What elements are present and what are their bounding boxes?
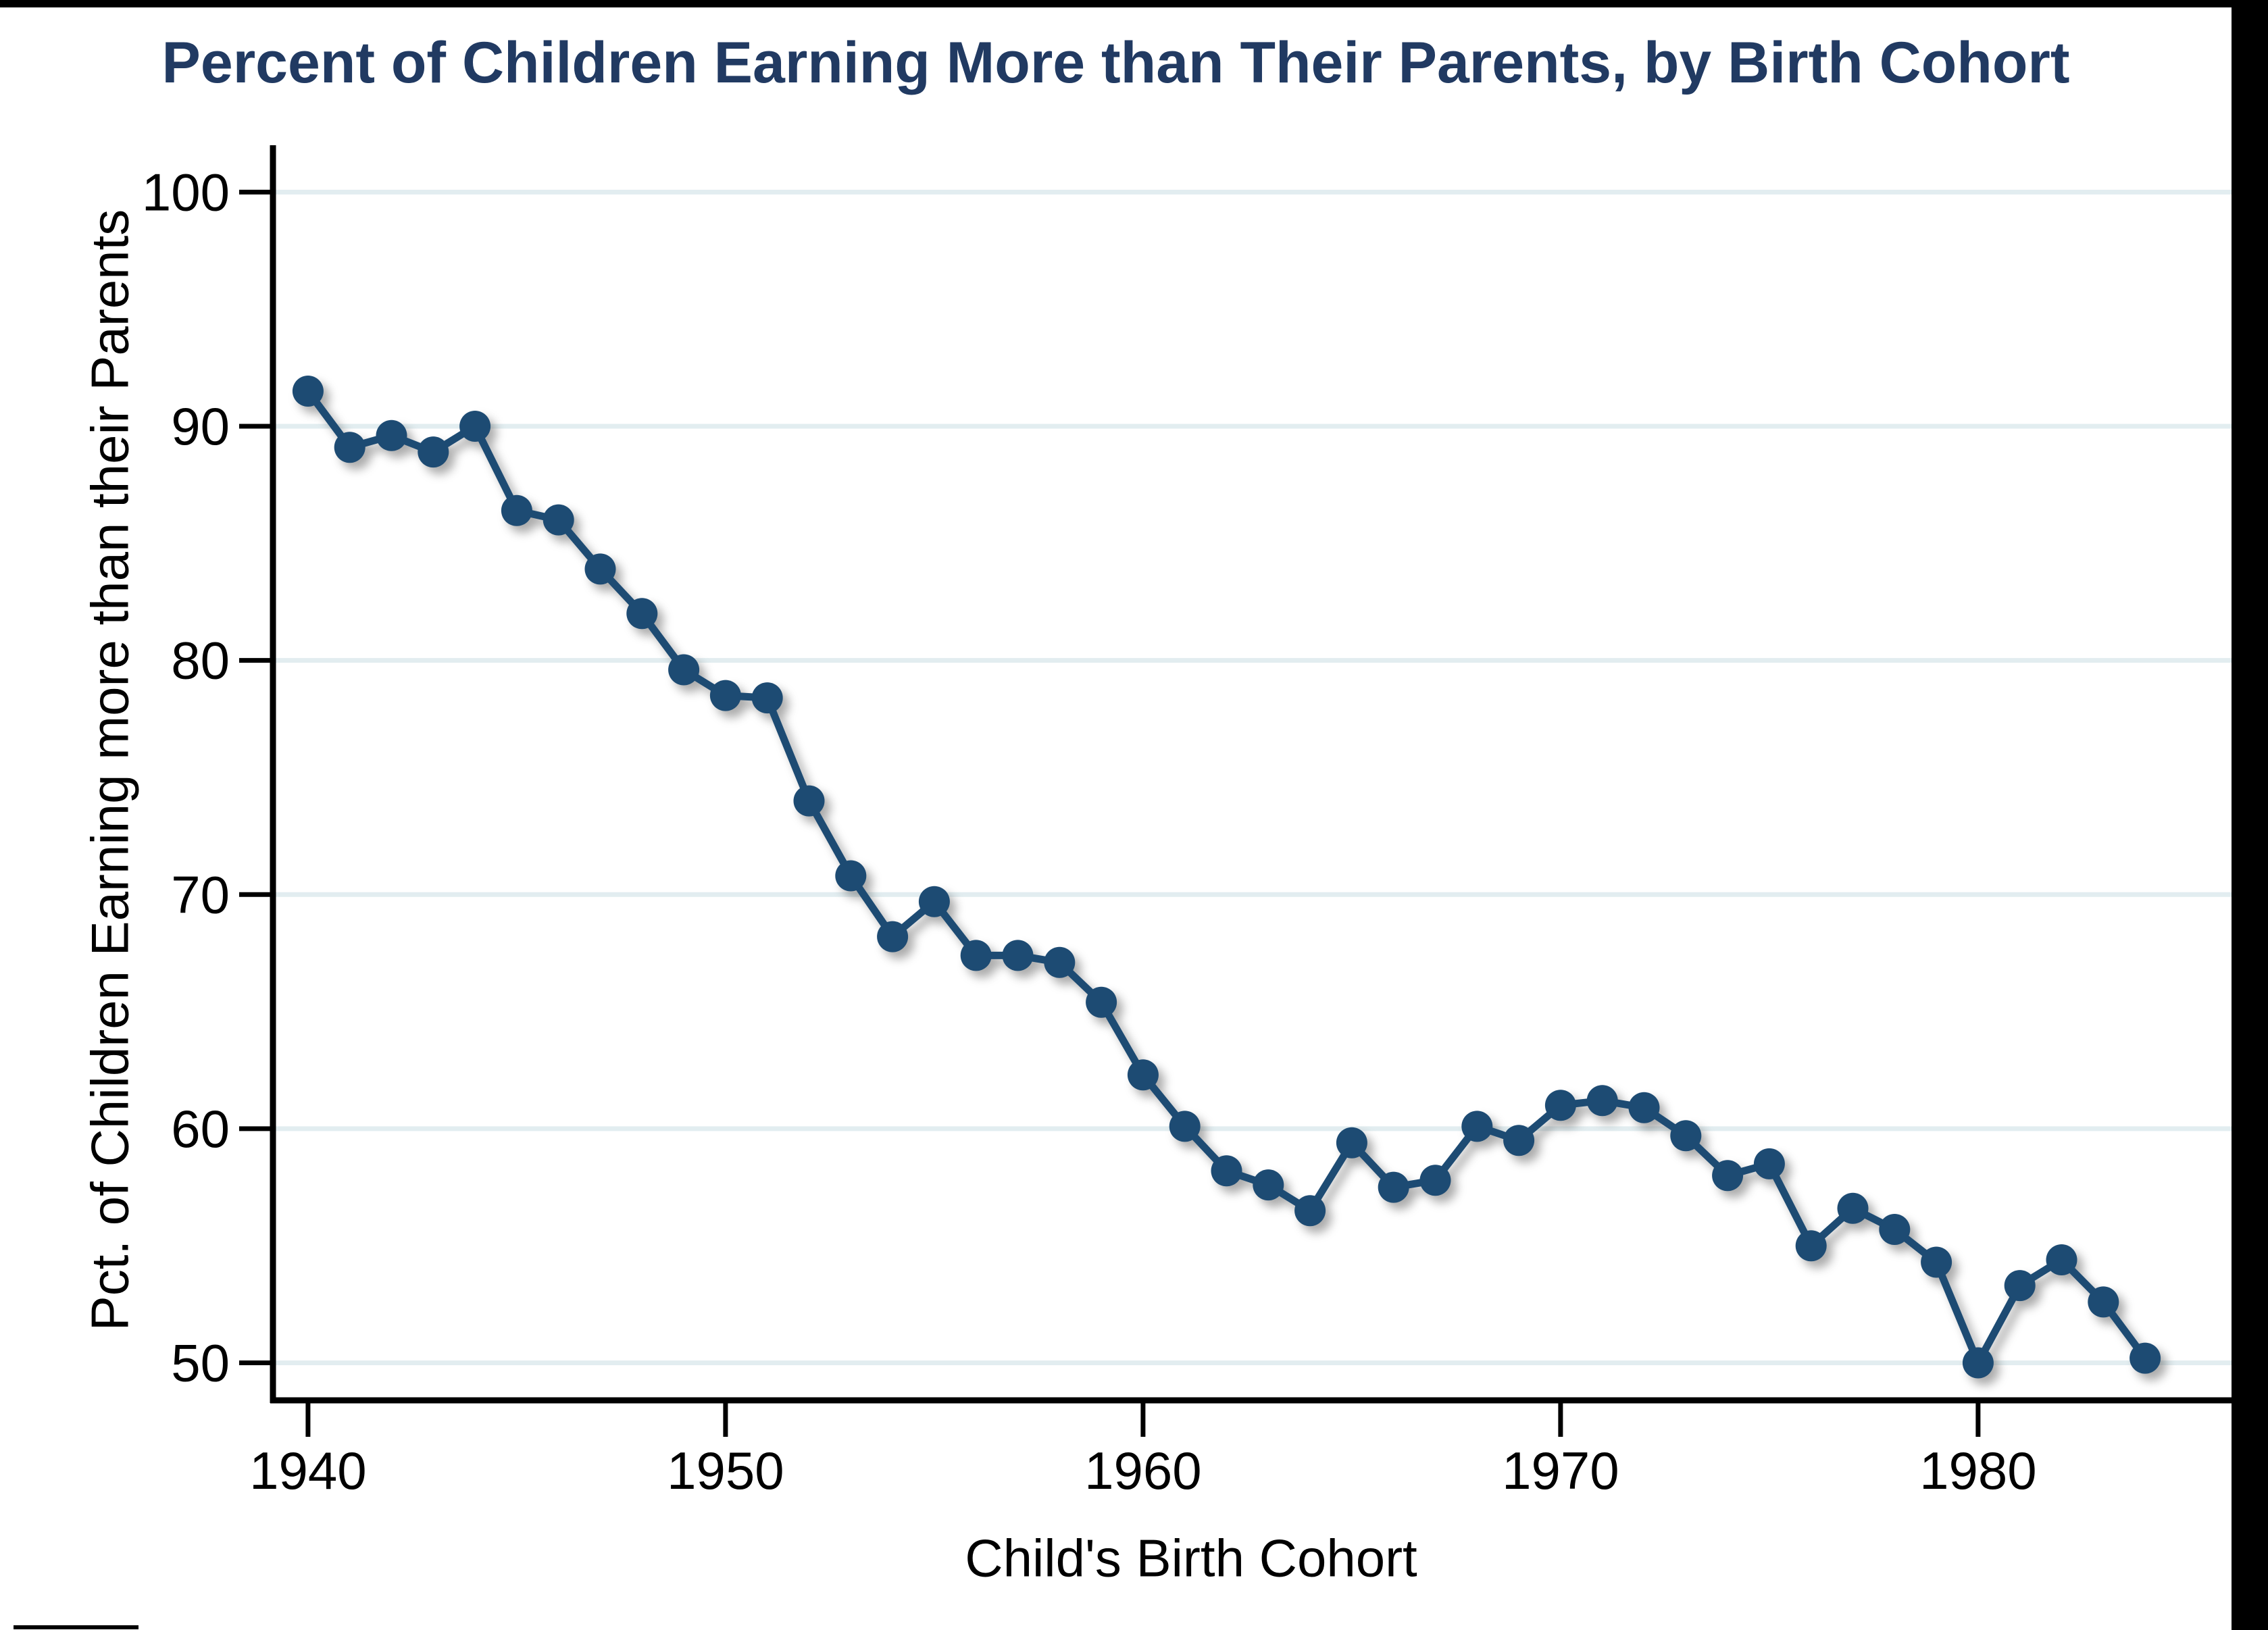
data-point bbox=[1336, 1127, 1367, 1158]
y-tick-label: 100 bbox=[142, 162, 230, 222]
y-tick-label: 70 bbox=[171, 865, 230, 924]
x-tick-label: 1970 bbox=[1502, 1441, 1619, 1500]
data-point bbox=[1921, 1246, 1952, 1278]
data-point bbox=[501, 494, 532, 526]
data-point bbox=[877, 921, 909, 952]
data-point bbox=[1044, 946, 1076, 978]
data-point bbox=[1712, 1160, 1744, 1192]
data-point bbox=[1753, 1148, 1785, 1179]
data-point bbox=[1544, 1090, 1576, 1121]
data-point bbox=[459, 411, 491, 442]
x-tick-label: 1960 bbox=[1084, 1441, 1202, 1500]
data-point bbox=[1211, 1155, 1242, 1187]
data-point bbox=[1503, 1125, 1535, 1156]
data-point bbox=[2004, 1270, 2036, 1302]
data-point bbox=[1837, 1192, 1869, 1224]
data-point bbox=[376, 419, 407, 451]
chart-title: Percent of Children Earning More than Th… bbox=[161, 30, 2070, 95]
data-point bbox=[1002, 940, 1034, 971]
data-point bbox=[334, 432, 366, 463]
y-tick-label: 50 bbox=[171, 1333, 230, 1393]
y-tick-label: 60 bbox=[171, 1099, 230, 1158]
data-point bbox=[1586, 1085, 1618, 1117]
y-tick-label: 80 bbox=[171, 631, 230, 690]
data-point bbox=[1795, 1230, 1827, 1262]
data-point bbox=[793, 785, 825, 817]
right-border-band bbox=[2232, 0, 2268, 1630]
data-point bbox=[1628, 1092, 1660, 1123]
y-tick-label: 90 bbox=[171, 397, 230, 456]
data-point bbox=[835, 860, 867, 892]
data-point bbox=[918, 886, 950, 917]
data-point bbox=[1378, 1171, 1409, 1203]
data-point bbox=[709, 680, 741, 711]
data-point bbox=[668, 654, 700, 686]
data-point bbox=[1670, 1120, 1702, 1152]
data-point bbox=[1086, 986, 1117, 1018]
bottom-border-mark bbox=[14, 1625, 138, 1629]
x-tick-label: 1980 bbox=[1919, 1441, 2037, 1500]
data-point bbox=[543, 504, 574, 536]
data-point bbox=[1461, 1111, 1493, 1142]
x-axis-label: Child's Birth Cohort bbox=[965, 1528, 1417, 1588]
x-tick-label: 1940 bbox=[249, 1441, 367, 1500]
data-line bbox=[305, 388, 2148, 1367]
data-point bbox=[584, 553, 616, 585]
data-point bbox=[2088, 1286, 2119, 1318]
data-point bbox=[2130, 1342, 2161, 1374]
data-point bbox=[1879, 1214, 1911, 1245]
data-point bbox=[751, 682, 783, 714]
data-point bbox=[292, 376, 324, 407]
data-point bbox=[1294, 1195, 1326, 1227]
data-point bbox=[1253, 1169, 1284, 1201]
data-series bbox=[292, 376, 2161, 1379]
data-point bbox=[1962, 1347, 1994, 1379]
data-point bbox=[418, 436, 449, 468]
data-point bbox=[2046, 1244, 2077, 1275]
data-point bbox=[960, 940, 992, 971]
data-point bbox=[1169, 1111, 1201, 1142]
data-point bbox=[1419, 1165, 1451, 1196]
top-border-band bbox=[0, 0, 2268, 7]
x-tick-label: 1950 bbox=[667, 1441, 784, 1500]
data-point bbox=[626, 598, 658, 630]
data-point bbox=[1127, 1059, 1159, 1091]
